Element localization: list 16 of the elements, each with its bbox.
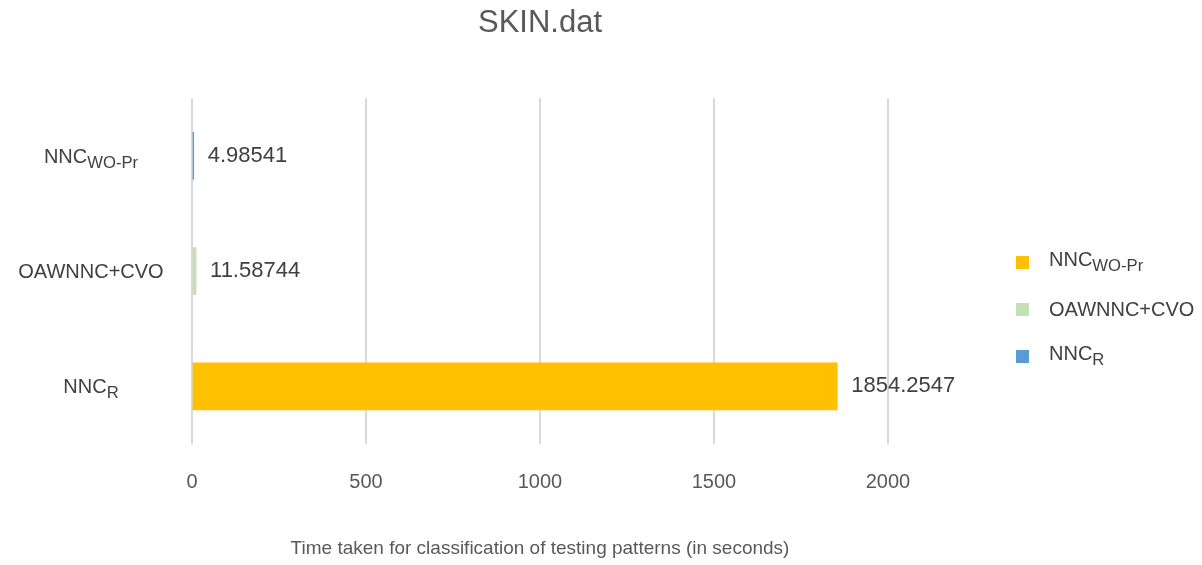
x-tick-label: 500 (349, 469, 383, 492)
y-tick-label: NNC$_{R}$ (62, 374, 120, 403)
data-label: 4.98541 (207, 141, 288, 167)
chart-title: SKIN.dat (477, 4, 603, 40)
legend-label: NNC$_{R}$ (1049, 342, 1105, 371)
x-axis-title: Time taken for classification of testing patterns (in seconds) (290, 537, 790, 559)
x-tick-label: 1000 (517, 469, 563, 492)
legend-label: OAWNNC+CVO (1049, 297, 1195, 321)
legend-label: NNC$_{WO-Pr}$ (1049, 248, 1144, 277)
x-tick-label: 2000 (865, 469, 911, 492)
data-label: 11.58744 (210, 257, 301, 283)
y-tick-label: NNC$_{WO-Pr}$ (42, 143, 140, 172)
x-tick-label: 0 (186, 469, 198, 492)
y-tick-label: OAWNNC+CVO (17, 259, 165, 285)
x-tick-label: 1500 (691, 469, 737, 492)
data-label: 1854.2547 (851, 372, 956, 398)
